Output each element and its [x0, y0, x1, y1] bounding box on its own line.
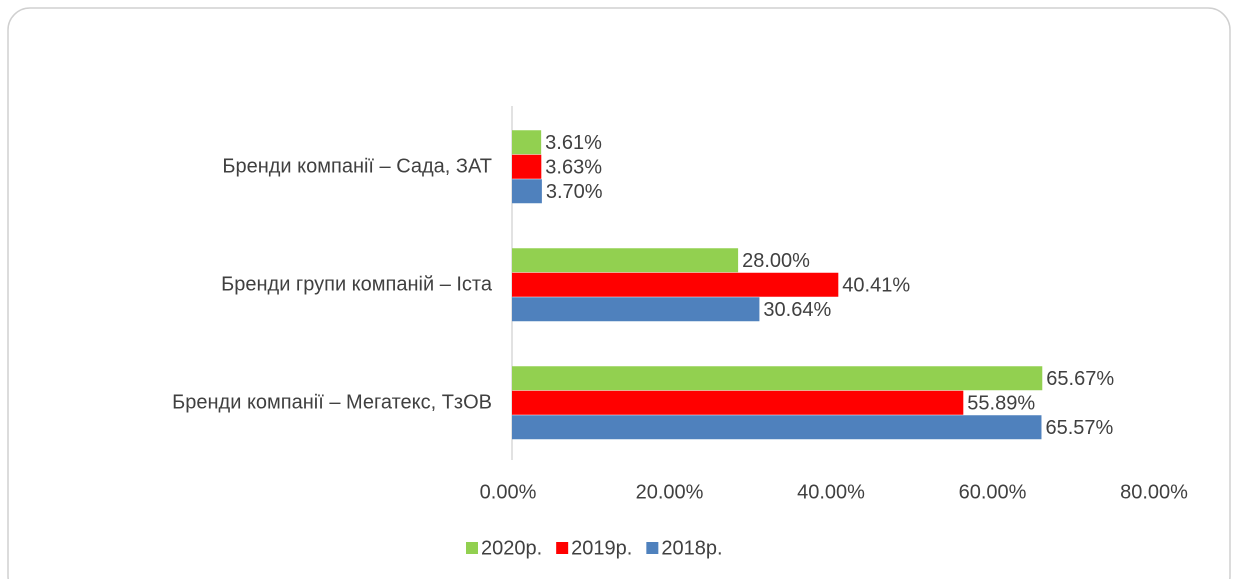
- x-tick-label: 20.00%: [636, 481, 704, 503]
- value-label: 3.70%: [546, 181, 603, 203]
- legend-swatch: [646, 542, 659, 554]
- bar: [512, 366, 1043, 391]
- bar: [512, 248, 739, 273]
- bar: [512, 179, 542, 204]
- legend-swatch: [466, 542, 478, 554]
- value-label: 40.41%: [842, 274, 910, 296]
- value-label: 28.00%: [742, 250, 810, 272]
- x-tick-label: 80.00%: [1120, 481, 1188, 503]
- bar: [512, 297, 760, 322]
- value-label: 3.61%: [545, 132, 602, 154]
- bar: [512, 130, 542, 155]
- x-tick-label: 40.00%: [797, 481, 865, 503]
- value-label: 30.64%: [763, 299, 831, 321]
- legend-swatch: [556, 542, 569, 554]
- value-label: 65.57%: [1045, 417, 1113, 439]
- legend-label: 2020р.: [481, 537, 542, 559]
- value-label: 55.89%: [967, 392, 1035, 414]
- y-tick-label: Бренди групи компаній – Іста: [221, 273, 493, 295]
- bar: [512, 390, 964, 415]
- bar: [512, 154, 542, 179]
- value-label: 65.67%: [1046, 368, 1114, 390]
- legend-label: 2018р.: [661, 537, 722, 559]
- value-label: 3.63%: [545, 156, 602, 178]
- y-tick-label: Бренди компанії – Сада, ЗАТ: [222, 155, 492, 177]
- bar: [512, 415, 1042, 440]
- y-tick-label: Бренди компанії – Мегатекс, ТзОВ: [172, 391, 492, 413]
- x-tick-label: 0.00%: [480, 481, 537, 503]
- x-tick-label: 60.00%: [959, 481, 1027, 503]
- bar: [512, 272, 839, 297]
- legend-label: 2019р.: [571, 537, 632, 559]
